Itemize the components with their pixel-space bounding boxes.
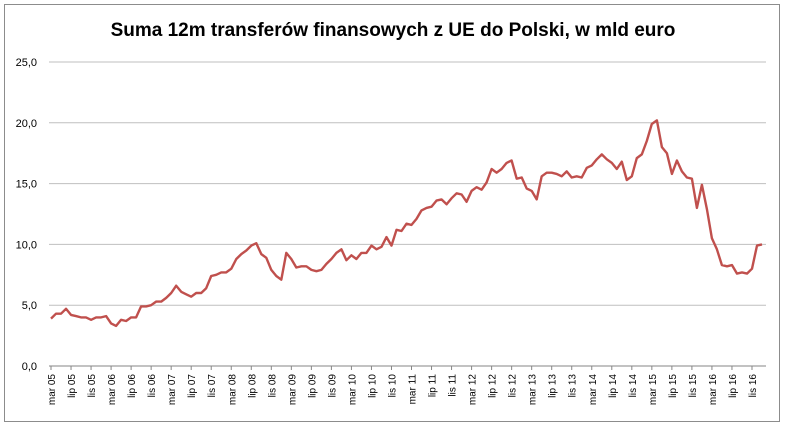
x-tick-label: mar 11 [408,374,419,405]
x-tick-label: lis 09 [327,374,338,398]
x-tick-label: lis 06 [147,374,158,398]
x-tick-label: lip 10 [367,374,378,398]
x-tick-label: mar 15 [648,374,659,406]
x-tick-label: lis 14 [628,374,639,398]
x-tick-label: lis 08 [267,374,278,398]
x-tick-label: mar 06 [107,374,118,406]
x-tick-label: lis 07 [207,374,218,398]
x-tick-label: mar 05 [47,374,58,406]
y-tick-label: 15,0 [16,179,37,191]
x-tick-label: mar 08 [227,374,238,406]
x-tick-label: mar 09 [287,374,298,406]
x-tick-label: lip 14 [608,374,619,398]
y-tick-label: 5,0 [22,300,37,312]
x-tick-label: lis 16 [748,374,759,398]
x-tick-label: mar 12 [468,374,479,406]
chart-title: Suma 12m transferów finansowych z UE do … [110,20,676,41]
x-tick-label: lip 09 [307,374,318,398]
y-tick-label: 20,0 [16,118,37,130]
x-tick-label: mar 07 [167,374,178,406]
x-tick-label: lip 06 [127,374,138,398]
series-line [50,119,763,328]
y-tick-label: 0,0 [22,361,37,373]
x-tick-label: lis 13 [568,374,579,398]
x-tick-label: lis 15 [688,374,699,398]
x-tick-label: lip 12 [488,374,499,398]
x-tick-label: lip 15 [668,374,679,398]
x-tick-label: lip 11 [428,374,439,398]
x-tick-label: mar 14 [588,374,599,406]
x-tick-label: lis 11 [448,374,459,397]
x-tick-label: lip 07 [187,374,198,398]
x-tick-label: lis 10 [387,374,398,398]
y-tick-label: 25,0 [16,57,37,69]
x-tick-label: lis 12 [508,374,519,398]
x-tick-label: mar 16 [708,374,719,406]
x-tick-label: lip 16 [728,374,739,398]
chart-frame [4,4,780,422]
x-tick-label: lip 05 [67,374,78,398]
y-tick-label: 10,0 [16,239,37,251]
x-tick-label: lip 08 [247,374,258,398]
x-tick-label: lis 05 [87,374,98,398]
x-tick-label: mar 13 [528,374,539,406]
x-tick-label: lip 13 [548,374,559,398]
x-tick-label: mar 10 [347,374,358,406]
